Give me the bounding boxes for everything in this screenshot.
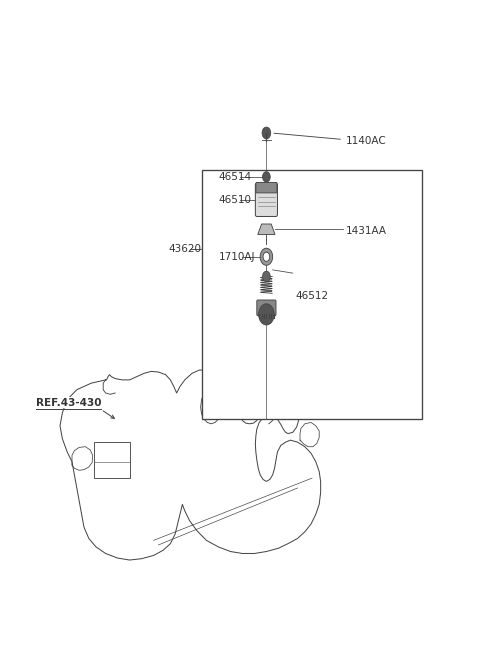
Text: 46512: 46512 <box>295 291 328 301</box>
Bar <box>94 442 130 478</box>
Circle shape <box>259 304 274 325</box>
FancyBboxPatch shape <box>255 183 277 216</box>
Text: 1140AC: 1140AC <box>346 136 386 146</box>
Text: REF.43-430: REF.43-430 <box>36 398 101 408</box>
Text: 46514: 46514 <box>218 172 252 182</box>
Polygon shape <box>258 224 275 234</box>
Circle shape <box>263 172 270 182</box>
Text: 1710AJ: 1710AJ <box>218 252 255 262</box>
FancyBboxPatch shape <box>256 183 277 193</box>
Text: 43620: 43620 <box>168 244 201 254</box>
Circle shape <box>262 127 271 139</box>
Bar <box>202 170 422 419</box>
FancyBboxPatch shape <box>257 300 276 316</box>
Text: 1431AA: 1431AA <box>346 225 386 236</box>
Text: 46510: 46510 <box>218 195 252 205</box>
Circle shape <box>263 271 270 282</box>
